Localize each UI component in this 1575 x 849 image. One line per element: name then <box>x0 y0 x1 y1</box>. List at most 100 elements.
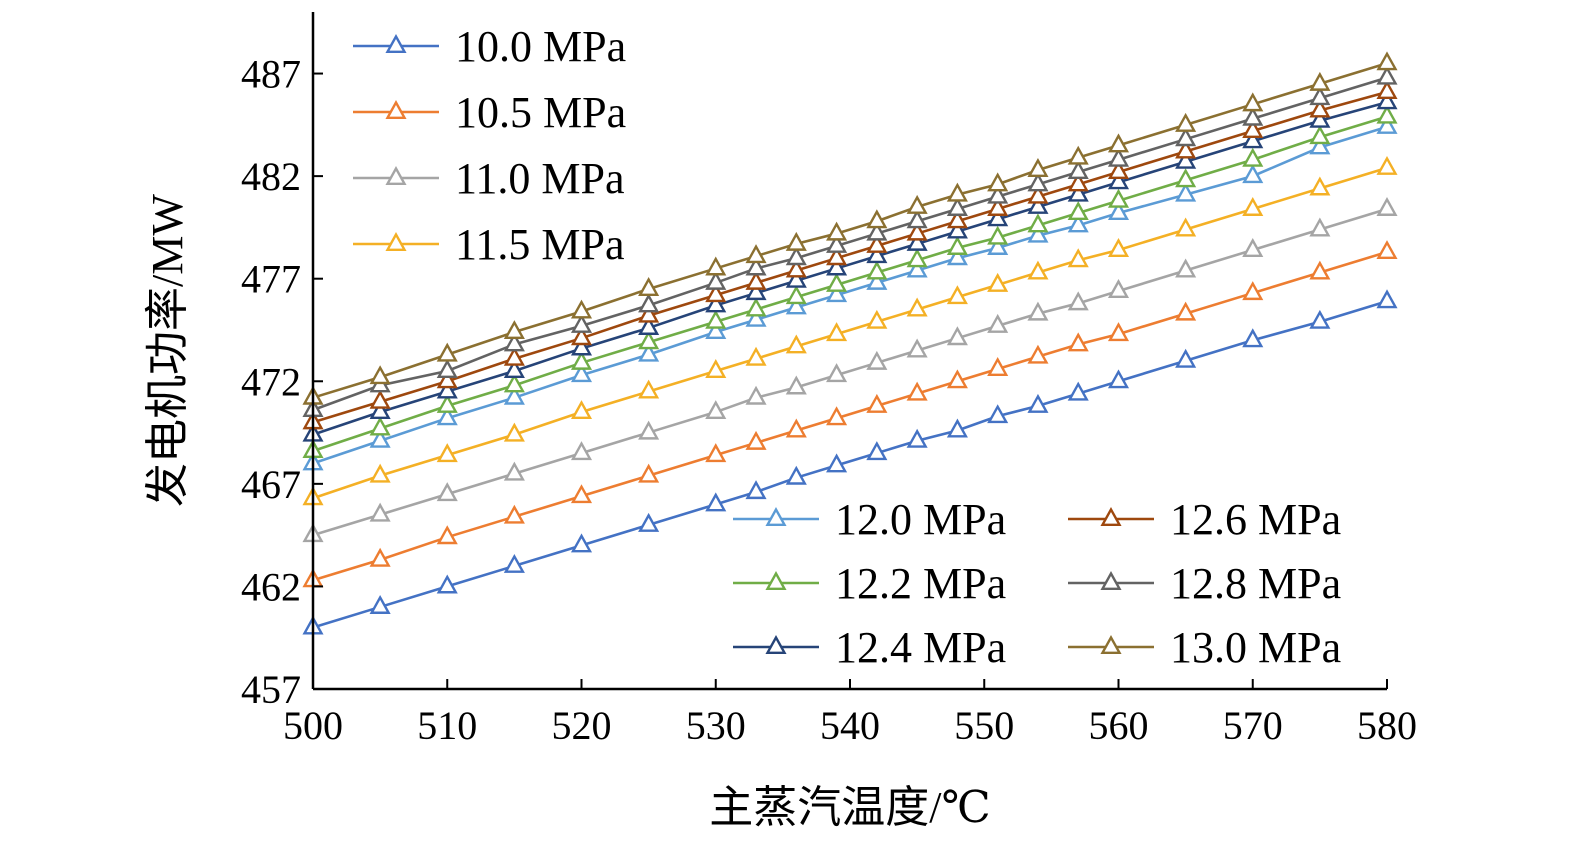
y-tick-label: 467 <box>241 462 301 507</box>
data-point-marker <box>1067 182 1089 202</box>
legend-item: 12.0 MPa <box>733 495 1006 544</box>
y-tick-label: 462 <box>241 564 301 609</box>
data-point-marker <box>638 512 660 532</box>
data-point-marker <box>1027 344 1049 364</box>
data-point-marker <box>866 260 888 280</box>
data-point-marker <box>369 400 391 420</box>
data-point-marker <box>1309 135 1331 155</box>
data-point-marker <box>1309 176 1331 196</box>
data-point-marker <box>785 418 807 438</box>
data-point-marker <box>503 373 525 393</box>
legend-swatch-marker <box>1100 635 1122 655</box>
data-point-marker <box>369 389 391 409</box>
data-point-marker <box>503 504 525 524</box>
data-point-marker <box>638 463 660 483</box>
data-point-marker <box>1175 112 1197 132</box>
data-point-marker <box>705 256 727 276</box>
data-point-marker <box>946 326 968 346</box>
data-point-marker <box>638 276 660 296</box>
x-tick-label: 570 <box>1223 703 1283 748</box>
data-point-marker <box>987 225 1009 245</box>
data-point-marker <box>1309 98 1331 118</box>
data-point-marker <box>369 594 391 614</box>
legend-swatch-marker <box>1100 571 1122 591</box>
data-point-marker <box>1027 223 1049 243</box>
data-point-marker <box>1376 289 1398 309</box>
data-point-marker <box>1175 139 1197 159</box>
data-point-marker <box>570 299 593 319</box>
data-point-marker <box>1376 240 1398 260</box>
data-point-marker <box>1107 170 1130 190</box>
data-point-marker <box>866 441 888 461</box>
data-point-marker <box>987 404 1009 424</box>
data-point-marker <box>503 332 525 352</box>
data-point-marker <box>785 375 807 395</box>
data-point-marker <box>436 369 458 389</box>
series-11-5-mpa <box>302 155 1398 506</box>
data-point-marker <box>369 428 391 448</box>
legend-swatch-marker <box>385 232 407 252</box>
legend-item: 10.0 MPa <box>353 22 626 71</box>
data-point-marker <box>1067 160 1089 180</box>
data-point-marker <box>906 428 928 448</box>
x-tick-label: 530 <box>686 703 746 748</box>
data-point-marker <box>1107 322 1130 342</box>
legend-label: 12.0 MPa <box>835 495 1006 544</box>
legend-item: 12.2 MPa <box>733 559 1006 608</box>
series-10-5-mpa <box>302 240 1398 588</box>
data-point-marker <box>705 293 727 313</box>
x-tick-label: 500 <box>283 703 343 748</box>
series-12-6-mpa <box>302 80 1398 430</box>
data-point-marker <box>745 281 767 301</box>
data-point-marker <box>570 336 593 356</box>
legend-label: 12.6 MPa <box>1170 495 1341 544</box>
legend-swatch-marker <box>765 507 787 527</box>
data-point-marker <box>1242 106 1264 126</box>
data-point-marker <box>1376 80 1398 100</box>
x-tick-label: 540 <box>820 703 880 748</box>
data-point-marker <box>1107 238 1130 257</box>
y-axis-title: 发电机功率/MW <box>143 194 192 507</box>
data-point-marker <box>1242 164 1264 184</box>
x-tick-label: 580 <box>1357 703 1417 748</box>
legend-label: 10.5 MPa <box>455 88 626 137</box>
series-12-4-mpa <box>302 90 1398 442</box>
data-point-marker <box>1242 119 1264 139</box>
data-point-marker <box>826 246 848 266</box>
legend-label: 11.0 MPa <box>455 154 625 203</box>
series-13-0-mpa <box>302 51 1398 405</box>
data-point-marker <box>906 221 928 241</box>
data-point-marker <box>1175 348 1197 368</box>
data-point-marker <box>946 182 968 202</box>
data-point-marker <box>503 385 525 405</box>
data-point-marker <box>745 480 767 500</box>
data-point-marker <box>1309 125 1331 145</box>
data-point-marker <box>1107 201 1130 221</box>
legend-item: 13.0 MPa <box>1068 623 1341 672</box>
data-point-marker <box>866 350 888 370</box>
legend-item: 12.4 MPa <box>733 623 1006 672</box>
x-tick-label: 560 <box>1089 703 1149 748</box>
legend-layer: 10.0 MPa 10.5 MPa 11.0 MPa 11.5 MPa 12.0 MPa… <box>353 22 1341 672</box>
data-point-marker <box>570 533 593 553</box>
data-point-marker <box>826 406 848 426</box>
data-point-marker <box>1067 381 1089 401</box>
data-point-marker <box>1107 133 1130 153</box>
data-point-marker <box>1309 260 1331 280</box>
data-point-marker <box>638 342 660 362</box>
data-point-marker <box>1107 369 1130 389</box>
data-point-marker <box>1309 108 1331 128</box>
x-tick-label: 550 <box>954 703 1014 748</box>
data-point-marker <box>987 272 1009 292</box>
legend-swatch-marker <box>765 571 787 591</box>
data-point-marker <box>1376 104 1398 124</box>
data-point-marker <box>1242 238 1264 257</box>
data-point-marker <box>1027 184 1049 204</box>
data-point-marker <box>1027 301 1049 321</box>
data-point-marker <box>745 430 767 450</box>
data-point-marker <box>826 272 848 292</box>
data-point-marker <box>1309 217 1331 237</box>
data-point-marker <box>1107 147 1130 167</box>
